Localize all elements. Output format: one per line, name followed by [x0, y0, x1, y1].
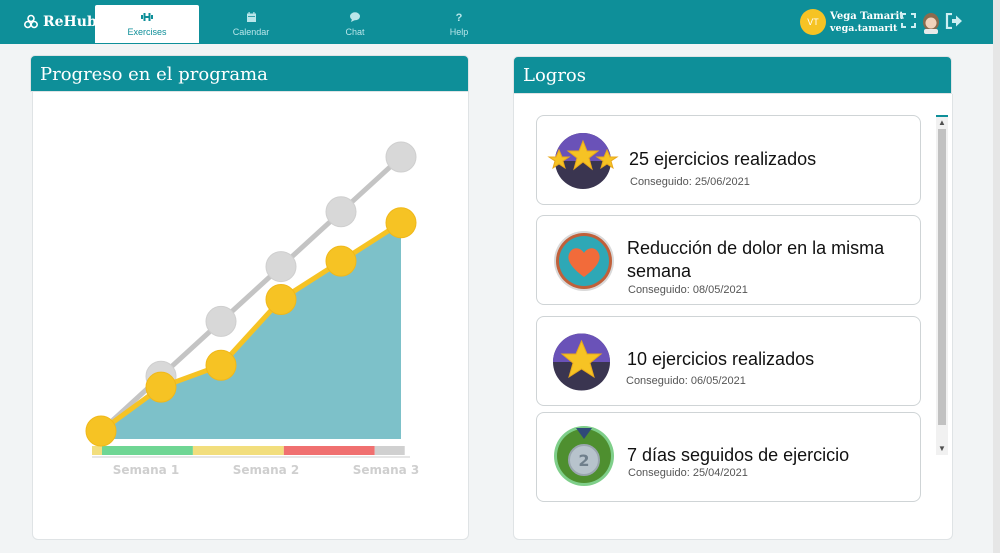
user-login: vega.tamarit	[830, 23, 898, 34]
phase-bar-segment	[92, 446, 102, 455]
tab-help-label: Help	[449, 27, 469, 37]
chat-icon	[303, 12, 407, 25]
achievement-title: 7 días seguidos de ejercicio	[627, 445, 850, 465]
progress-panel-title: Progreso en el programa	[30, 55, 469, 92]
tab-calendar-label: Calendar	[232, 27, 270, 37]
scrollbar-thumb[interactable]	[938, 129, 946, 425]
grey-series-point	[385, 141, 417, 173]
tab-help[interactable]: ? Help	[407, 5, 511, 43]
achievement-date: Conseguido: 25/06/2021	[630, 176, 750, 188]
gold-series-point	[85, 415, 117, 447]
achievement-date: Conseguido: 25/04/2021	[628, 467, 748, 479]
x-tick-label: Semana 1	[113, 463, 180, 477]
grey-series-point	[205, 305, 237, 337]
achievement-date: Conseguido: 08/05/2021	[628, 284, 748, 296]
gold-series-point	[385, 207, 417, 239]
tab-chat-label: Chat	[345, 27, 365, 37]
logout-icon[interactable]	[945, 12, 963, 34]
therapist-avatar-icon[interactable]	[921, 12, 941, 39]
gold-series-point	[265, 283, 297, 315]
question-icon: ?	[455, 12, 463, 24]
brand-logo[interactable]: ReHub	[24, 14, 97, 30]
user-avatar[interactable]: VT	[800, 9, 826, 35]
svg-text:2: 2	[578, 451, 589, 470]
tab-exercises-label: Exercises	[127, 27, 167, 37]
medal-2-badge-icon: 2	[554, 426, 614, 486]
fullscreen-icon[interactable]	[901, 13, 916, 33]
tab-chat[interactable]: Chat	[303, 5, 407, 43]
grey-series-point	[265, 251, 297, 283]
dumbbell-icon	[95, 12, 199, 25]
tab-calendar[interactable]: Calendar	[199, 5, 303, 43]
three-stars-badge-icon	[547, 132, 619, 192]
rehub-logo-icon	[24, 14, 38, 29]
phase-bar-segment	[102, 446, 193, 455]
achievement-date: Conseguido: 06/05/2021	[626, 375, 746, 387]
calendar-icon	[199, 12, 303, 25]
tab-exercises[interactable]: Exercises	[95, 5, 199, 43]
gold-series-point	[145, 371, 177, 403]
x-tick-label: Semana 2	[233, 463, 300, 477]
logros-panel-title: Logros	[513, 56, 952, 94]
phase-bar-segment	[374, 446, 405, 455]
star-badge-icon	[551, 332, 612, 393]
heart-badge-icon	[554, 231, 614, 291]
window-scrollbar[interactable]	[993, 0, 1000, 553]
achievement-title: 25 ejercicios realizados	[629, 149, 817, 169]
achievement-title: 10 ejercicios realizados	[627, 349, 815, 369]
brand-name: ReHub	[43, 14, 97, 30]
scroll-up-arrow-icon[interactable]: ▲	[936, 115, 948, 127]
scroll-down-arrow-icon[interactable]: ▼	[938, 444, 946, 453]
gold-series-point	[205, 349, 237, 381]
x-tick-label: Semana 3	[353, 463, 420, 477]
achievements-scrollbar[interactable]: ▲ ▼	[936, 115, 948, 455]
gold-series-point	[325, 245, 357, 277]
phase-bar-segment	[283, 446, 375, 455]
user-name: Vega Tamarit	[830, 11, 904, 22]
achievement-title: Reducción de dolor en la misma semana	[627, 238, 885, 281]
phase-bar-segment	[192, 446, 284, 455]
grey-series-point	[325, 196, 357, 228]
